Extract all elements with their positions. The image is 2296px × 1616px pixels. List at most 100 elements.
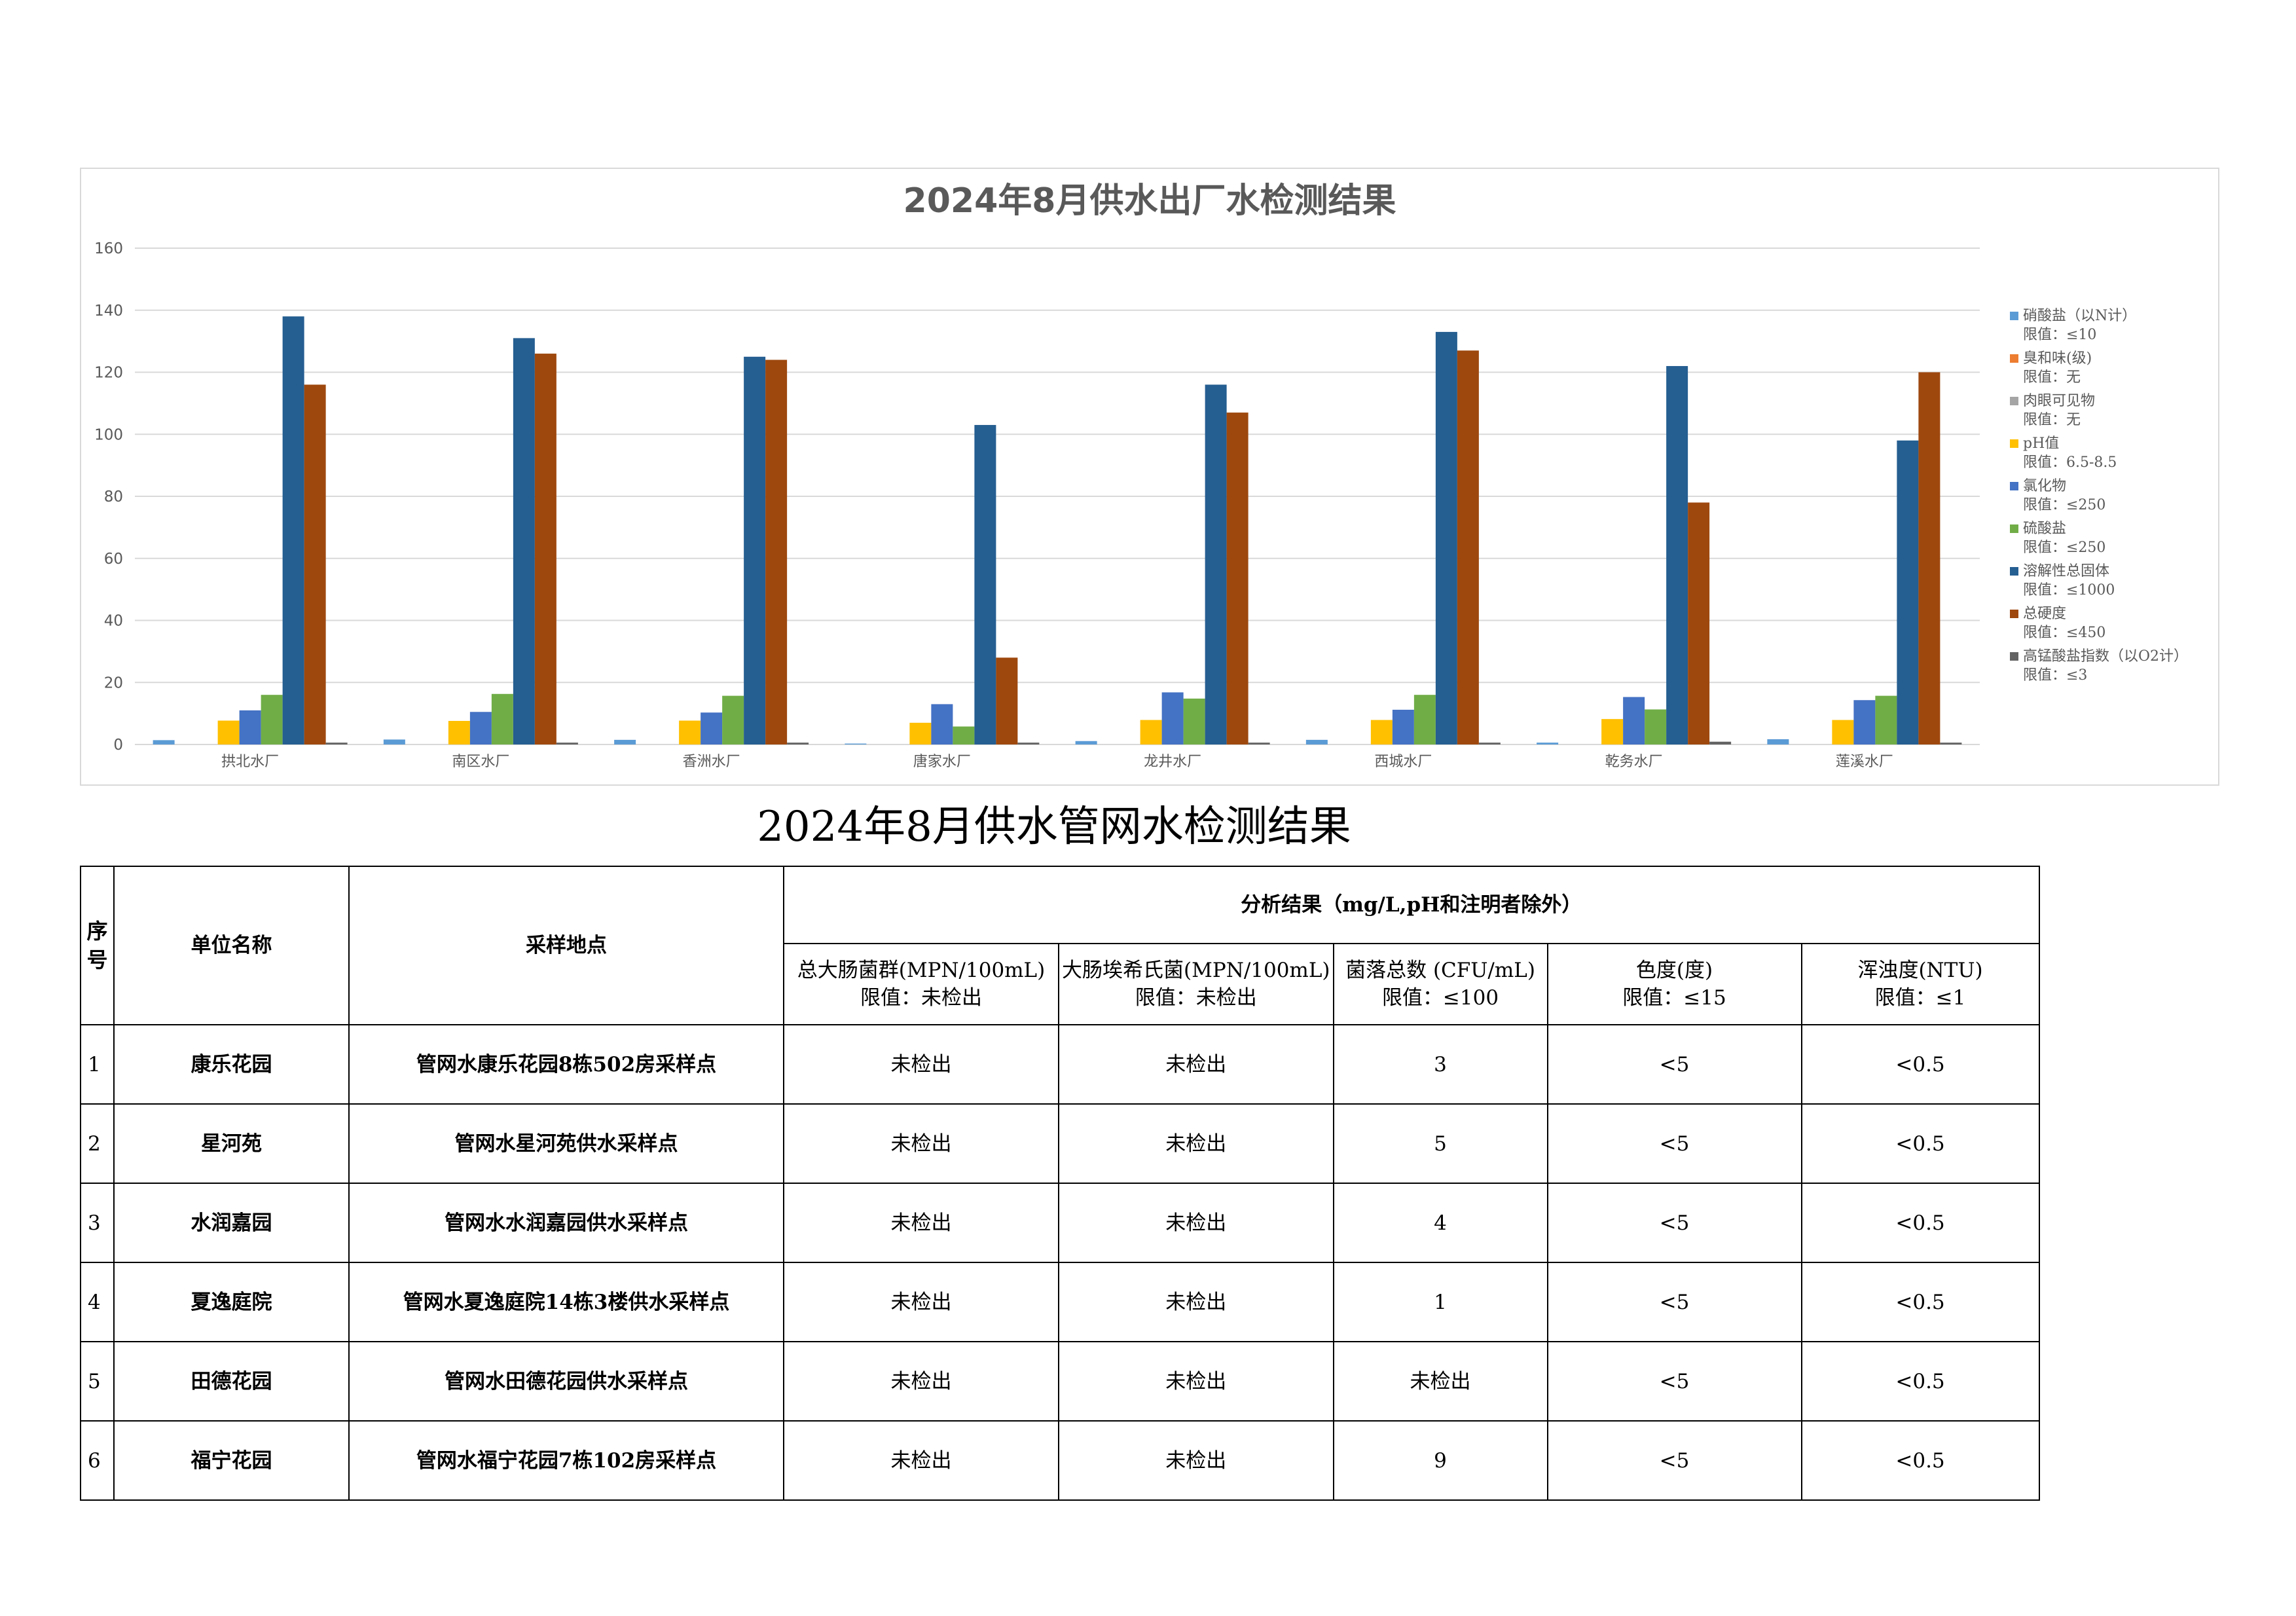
bar-4-7	[1226, 413, 1248, 744]
cell-turbidity: <0.5	[1800, 1262, 2040, 1342]
cell-color: <5	[1546, 1024, 1802, 1105]
subheader-limit: 限值：≤1	[1874, 986, 1966, 1010]
bar-0-8	[325, 743, 348, 744]
legend-series-name: 氯化物	[2023, 478, 2066, 494]
legend-series-name: 硫酸盐	[2023, 521, 2066, 537]
x-category-label: 西城水厂	[1374, 754, 1432, 770]
header-site: 采样地点	[348, 866, 784, 1025]
cell-color: <5	[1546, 1103, 1802, 1184]
legend-series-name: pH值	[2023, 435, 2059, 452]
cell-unit: 康乐花园	[113, 1024, 350, 1105]
legend-swatch	[2010, 439, 2018, 448]
legend-series-limit: 限值：无	[2023, 369, 2081, 386]
bar-7-7	[1918, 372, 1941, 744]
bar-2-4	[701, 712, 723, 744]
cell-turbidity: <0.5	[1800, 1024, 2040, 1105]
bar-7-8	[1940, 743, 1962, 744]
cell-site: 管网水夏逸庭院14栋3楼供水采样点	[348, 1262, 784, 1342]
cell-ecoli: 未检出	[1058, 1341, 1334, 1422]
legend-series-name: 臭和味(级)	[2023, 350, 2092, 367]
cell-coliform: 未检出	[783, 1024, 1059, 1105]
subheader-col-3: 菌落总数 (CFU/mL) 限值：≤100	[1332, 943, 1548, 1025]
cell-colony: 3	[1332, 1024, 1548, 1105]
bar-5-5	[1413, 695, 1436, 744]
cell-coliform: 未检出	[783, 1103, 1059, 1184]
table-row: 6 福宁花园 管网水福宁花园7栋102房采样点 未检出 未检出 9 <5 <0.5	[80, 1420, 2040, 1501]
legend-series-name: 肉眼可见物	[2023, 393, 2095, 409]
header-unit: 单位名称	[113, 866, 350, 1025]
cell-turbidity: <0.5	[1800, 1341, 2040, 1422]
y-tick-label: 120	[94, 365, 123, 382]
legend-swatch	[2010, 610, 2018, 618]
y-axis-ticks: 0 20 40 60 80 100 120 140 160	[94, 240, 123, 754]
bar-4-4	[1161, 692, 1184, 744]
x-category-label: 莲溪水厂	[1836, 754, 1893, 770]
cell-turbidity: <0.5	[1800, 1420, 2040, 1501]
x-category-label: 香洲水厂	[683, 754, 740, 770]
bar-4-0	[1075, 741, 1097, 744]
legend-series-name: 高锰酸盐指数（以O2计）	[2023, 648, 2188, 665]
bar-3-4	[931, 704, 953, 744]
subheader-limit: 限值：未检出	[860, 986, 982, 1010]
header-analysis: 分析结果（mg/L,pH和注明者除外）	[783, 866, 2040, 944]
subheader-name: 大肠埃希氏菌(MPN/100mL)	[1062, 959, 1330, 982]
bar-4-6	[1205, 384, 1227, 744]
cell-colony: 4	[1332, 1183, 1548, 1263]
cell-ecoli: 未检出	[1058, 1420, 1334, 1501]
bar-7-6	[1897, 440, 1919, 744]
cell-seq: 1	[80, 1024, 115, 1105]
cell-coliform: 未检出	[783, 1262, 1059, 1342]
bar-7-0	[1767, 739, 1789, 744]
subheader-col-2: 大肠埃希氏菌(MPN/100mL) 限值：未检出	[1058, 943, 1334, 1025]
cell-ecoli: 未检出	[1058, 1103, 1334, 1184]
bar-6-4	[1623, 697, 1645, 744]
cell-color: <5	[1546, 1420, 1802, 1501]
cell-colony: 9	[1332, 1420, 1548, 1501]
legend-series-name: 硝酸盐（以N计）	[2023, 308, 2136, 324]
legend-swatch	[2010, 312, 2018, 320]
bar-3-5	[953, 726, 975, 744]
bar-1-0	[383, 739, 405, 744]
cell-color: <5	[1546, 1262, 1802, 1342]
legend-series-limit: 限值：≤250	[2023, 497, 2105, 513]
subheader-name: 浑浊度(NTU)	[1857, 959, 1983, 982]
gridlines	[135, 248, 1980, 745]
legend-series-limit: 限值：6.5-8.5	[2023, 454, 2117, 471]
bar-6-0	[1537, 743, 1559, 744]
bar-1-4	[469, 712, 492, 744]
bar-2-0	[614, 739, 636, 744]
legend-swatch	[2010, 482, 2018, 490]
cell-coliform: 未检出	[783, 1420, 1059, 1501]
cell-unit: 福宁花园	[113, 1420, 350, 1501]
bar-1-5	[491, 693, 513, 744]
cell-colony: 1	[1332, 1262, 1548, 1342]
table-row: 5 田德花园 管网水田德花园供水采样点 未检出 未检出 未检出 <5 <0.5	[80, 1341, 2040, 1422]
subheader-name: 菌落总数 (CFU/mL)	[1345, 959, 1535, 982]
subheader-col-4: 色度(度) 限值：≤15	[1546, 943, 1802, 1025]
cell-seq: 4	[80, 1262, 115, 1342]
bar-4-8	[1248, 743, 1270, 744]
x-category-label: 乾务水厂	[1605, 754, 1663, 770]
legend-swatch	[2010, 652, 2018, 661]
table-body: 1 康乐花园 管网水康乐花园8栋502房采样点 未检出 未检出 3 <5 <0.5 2 星河苑 管网…	[80, 1024, 2040, 1501]
subheader-name: 总大肠菌群(MPN/100mL)	[797, 959, 1046, 982]
bar-5-8	[1478, 743, 1501, 744]
legend-series-limit: 限值：≤10	[2023, 327, 2096, 343]
bar-6-5	[1645, 709, 1667, 744]
bar-2-5	[722, 695, 744, 744]
header-seq: 序号	[80, 866, 115, 1025]
cell-site: 管网水星河苑供水采样点	[348, 1103, 784, 1184]
bar-4-3	[1140, 720, 1162, 744]
cell-unit: 田德花园	[113, 1341, 350, 1422]
legend-swatch	[2010, 354, 2018, 363]
cell-color: <5	[1546, 1341, 1802, 1422]
bar-5-0	[1305, 739, 1328, 744]
y-tick-label: 40	[104, 613, 123, 630]
y-tick-label: 100	[94, 426, 123, 443]
legend-series-limit: 限值：≤250	[2023, 540, 2105, 556]
cell-unit: 水润嘉园	[113, 1183, 350, 1263]
cell-coliform: 未检出	[783, 1341, 1059, 1422]
cell-coliform: 未检出	[783, 1183, 1059, 1263]
cell-site: 管网水福宁花园7栋102房采样点	[348, 1420, 784, 1501]
x-category-label: 唐家水厂	[913, 754, 971, 770]
